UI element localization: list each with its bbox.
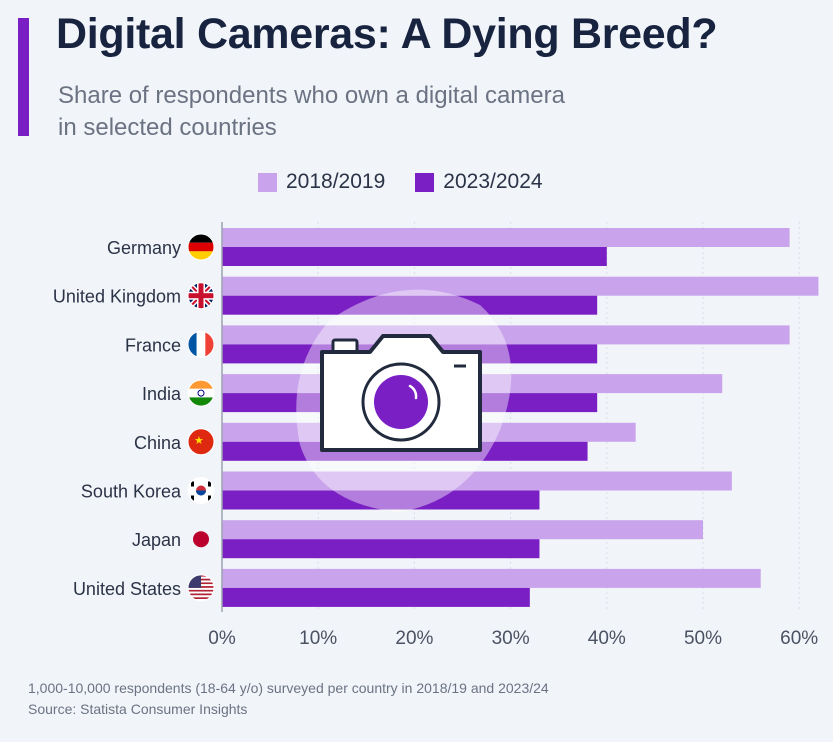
bar-2023-2024-united-kingdom xyxy=(222,295,598,315)
x-tick-label: 40% xyxy=(588,628,626,649)
uk-flag-icon xyxy=(187,282,215,310)
bar-2018-2019-united-kingdom xyxy=(222,276,819,296)
country-label: United Kingdom xyxy=(53,287,181,307)
x-tick-label: 20% xyxy=(395,628,433,649)
x-tick-label: 60% xyxy=(780,628,818,649)
svg-text:★: ★ xyxy=(194,434,204,447)
bar-2018-2019-united-states xyxy=(222,568,761,588)
legend-item-2018: 2018/2019 xyxy=(258,170,385,194)
bar-2023-2024-germany xyxy=(222,247,607,266)
camera-lens-glint xyxy=(408,384,418,400)
bar-2018-2019-japan xyxy=(222,520,703,540)
legend: 2018/2019 2023/2024 xyxy=(258,170,573,194)
camera-lens xyxy=(374,375,428,429)
x-tick-label: 0% xyxy=(208,628,236,649)
footnote: 1,000-10,000 respondents (18-64 y/o) sur… xyxy=(28,678,549,720)
country-label: Germany xyxy=(107,238,181,258)
china-flag-icon: ★ xyxy=(187,428,215,456)
bar-2018-2019-germany xyxy=(222,228,790,247)
footnote-note: 1,000-10,000 respondents (18-64 y/o) sur… xyxy=(28,680,549,696)
india-flag-icon xyxy=(187,379,215,407)
bar-2018-2019-south-korea xyxy=(222,471,732,491)
france-flag-icon xyxy=(187,330,215,358)
bar-2023-2024-united-states xyxy=(222,587,530,607)
country-label: India xyxy=(142,384,182,404)
country-label: China xyxy=(134,433,182,453)
country-label: United States xyxy=(73,579,181,599)
chart-subtitle: Share of respondents who own a digital c… xyxy=(58,80,758,144)
bar-2023-2024-south-korea xyxy=(222,490,540,510)
germany-flag-icon xyxy=(187,233,215,261)
country-label: France xyxy=(125,335,181,355)
country-label: Japan xyxy=(132,530,181,550)
subtitle-line-1: Share of respondents who own a digital c… xyxy=(58,82,565,109)
legend-swatch-2023 xyxy=(415,172,435,192)
subtitle-line-2: in selected countries xyxy=(58,114,277,141)
x-tick-label: 30% xyxy=(492,628,530,649)
camera-icon xyxy=(296,289,512,512)
bar-2018-2019-france xyxy=(222,325,790,345)
x-tick-label: 50% xyxy=(684,628,722,649)
country-label: South Korea xyxy=(81,482,182,502)
chart-title: Digital Cameras: A Dying Breed? xyxy=(56,10,718,58)
title-accent-bar xyxy=(18,18,29,136)
legend-item-2023: 2023/2024 xyxy=(415,170,543,194)
legend-swatch-2018 xyxy=(258,172,277,192)
legend-label-2018: 2018/2019 xyxy=(286,170,386,193)
bar-2023-2024-japan xyxy=(222,539,540,559)
south-korea-flag-icon xyxy=(187,477,215,504)
us-flag-icon xyxy=(187,574,215,602)
x-tick-label: 10% xyxy=(299,628,337,649)
legend-label-2023: 2023/2024 xyxy=(443,170,543,193)
japan-flag-icon xyxy=(193,531,209,548)
footnote-source: Source: Statista Consumer Insights xyxy=(28,701,248,717)
